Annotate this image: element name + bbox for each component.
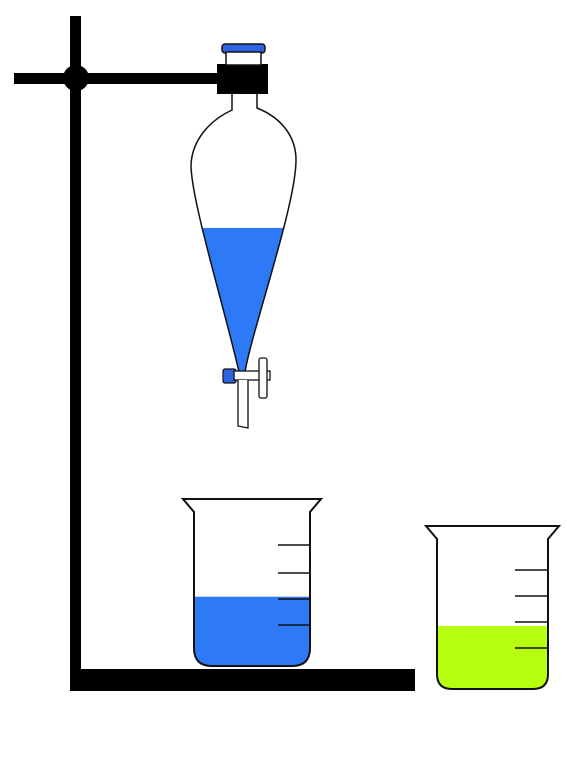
- stopcock-barrel: [233, 370, 271, 381]
- separatory-funnel: [190, 43, 297, 429]
- stand-rod: [70, 16, 81, 688]
- beaker-green-liquid: [437, 626, 548, 689]
- stopcock-handle: [258, 357, 268, 399]
- funnel-stem: [237, 380, 249, 429]
- beaker-blue-body: [180, 498, 324, 667]
- ring-stand: [14, 16, 415, 691]
- clamp-joint-icon: [63, 65, 89, 91]
- beaker-green-body: [423, 525, 562, 690]
- beaker-blue: [180, 498, 324, 667]
- clamp-arm: [14, 73, 234, 84]
- stand-base: [70, 669, 415, 691]
- beaker-blue-liquid: [194, 596, 310, 666]
- funnel-neck: [225, 51, 262, 66]
- clamp-holder-icon: [217, 64, 268, 94]
- funnel-liquid: [191, 227, 296, 372]
- beaker-green: [423, 525, 562, 690]
